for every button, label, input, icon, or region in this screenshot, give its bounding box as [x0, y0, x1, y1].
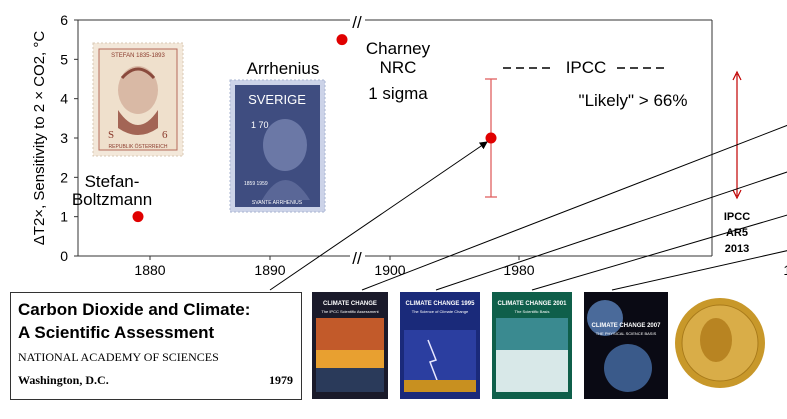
y-ticks: 0 1 2 3 4 5 6 — [60, 12, 78, 264]
axis-break-bottom: // — [352, 249, 362, 268]
stefan-stamp: STEFAN 1835-1893 REPUBLIK ÖSTERREICH S 6 — [92, 42, 184, 157]
label-likely: "Likely" > 66% — [579, 91, 688, 110]
y-tick-label: 1 — [60, 209, 68, 225]
cover-ar4-subtitle: THE PHYSICAL SCIENCE BASIS — [596, 331, 657, 336]
portrait-icon — [118, 66, 158, 114]
label-ar5-line3: 2013 — [725, 243, 749, 255]
stamp-sweden-country: SVERIGE — [248, 92, 306, 107]
cover-sar-title: CLIMATE CHANGE 1995 — [406, 301, 476, 307]
y-tick-label: 5 — [60, 51, 68, 67]
report-arrow — [435, 171, 787, 291]
report-arrow — [361, 124, 787, 291]
data-point — [132, 211, 144, 223]
stamp-sweden-value: 1 70 — [251, 120, 269, 130]
y-axis-label: ΔT2×, Sensitivity to 2 × CO2, °C — [31, 31, 48, 246]
label-charney-line1: Charney — [366, 39, 431, 58]
nas-city: Washington, D.C. — [18, 373, 109, 387]
data-point — [336, 34, 348, 46]
x-tick-label: 1990 — [783, 262, 787, 278]
x-tick-label: 1880 — [134, 262, 165, 278]
portrait-icon — [263, 119, 307, 171]
y-tick-label: 3 — [60, 130, 68, 146]
cover-far-subtitle: The IPCC Scientific Assessment — [321, 309, 379, 314]
cover-far-title: CLIMATE CHANGE — [323, 301, 377, 307]
cover-ar4-title: CLIMATE CHANGE 2007 — [592, 323, 662, 329]
cover-far: CLIMATE CHANGE The IPCC Scientific Asses… — [312, 292, 388, 399]
y-tick-label: 6 — [60, 12, 68, 28]
nas-report-box: Carbon Dioxide and Climate: A Scientific… — [10, 292, 302, 400]
x-tick-label: 1980 — [503, 262, 534, 278]
nas-org: NATIONAL ACADEMY OF SCIENCES — [18, 350, 219, 364]
label-stefan-line2: Boltzmann — [72, 190, 152, 209]
label-charney-line2: NRC — [380, 58, 417, 77]
globe-icon — [604, 344, 652, 392]
cover-sar-subtitle: The Science of Climate Change — [412, 309, 469, 314]
axes: // // — [77, 13, 713, 268]
y-tick-label: 4 — [60, 91, 68, 107]
label-ipcc: IPCC — [566, 58, 607, 77]
nobel-medal-icon — [675, 298, 765, 388]
y-tick-label: 2 — [60, 169, 68, 185]
nas-subtitle: A Scientific Assessment — [18, 323, 215, 342]
report-arrow — [269, 141, 488, 291]
report-arrows — [269, 124, 787, 291]
label-ar5-line2: AR5 — [726, 227, 748, 239]
label-ar5-line1: IPCC — [724, 211, 750, 223]
nas-title: Carbon Dioxide and Climate: — [18, 300, 251, 319]
ar5-range-arrow — [732, 70, 742, 200]
label-stefan-line1: Stefan- — [85, 172, 140, 191]
cover-tar-subtitle: The Scientific Basis — [515, 309, 550, 314]
stamp-austria-country: REPUBLIK ÖSTERREICH — [109, 143, 168, 150]
cover-tar-title: CLIMATE CHANGE 2001 — [498, 301, 568, 307]
lightning-icon — [427, 339, 441, 389]
y-tick-label: 0 — [60, 248, 68, 264]
axis-break-top: // — [352, 13, 362, 32]
stamp-austria-value: 6 — [162, 129, 168, 141]
data-point — [485, 132, 497, 144]
cover-tar: CLIMATE CHANGE 2001 The Scientific Basis — [492, 292, 572, 399]
stamp-sweden-name: SVANTE ARRHENIUS — [252, 200, 303, 206]
nas-year: 1979 — [269, 373, 293, 387]
data-points — [132, 34, 497, 223]
x-tick-label: 1900 — [374, 262, 405, 278]
label-charney-line3: 1 sigma — [368, 84, 428, 103]
stamp-sweden-years: 1859 1959 — [244, 181, 268, 187]
report-arrow — [531, 214, 787, 291]
arrhenius-stamp: SVERIGE 1 70 1859 1959 SVANTE ARRHENIUS — [229, 79, 326, 213]
stamp-austria-s: S — [108, 129, 114, 141]
globe-icon — [587, 300, 623, 336]
cover-sar: CLIMATE CHANGE 1995 The Science of Clima… — [400, 292, 480, 399]
report-arrow — [611, 250, 787, 291]
stamp-austria-name: STEFAN 1835-1893 — [111, 53, 165, 59]
x-tick-label: 1890 — [254, 262, 285, 278]
cover-ar4: CLIMATE CHANGE 2007 THE PHYSICAL SCIENCE… — [584, 292, 668, 399]
x-ticks: 1880189019001980199020002010 — [134, 256, 787, 278]
label-arrhenius: Arrhenius — [247, 59, 320, 78]
